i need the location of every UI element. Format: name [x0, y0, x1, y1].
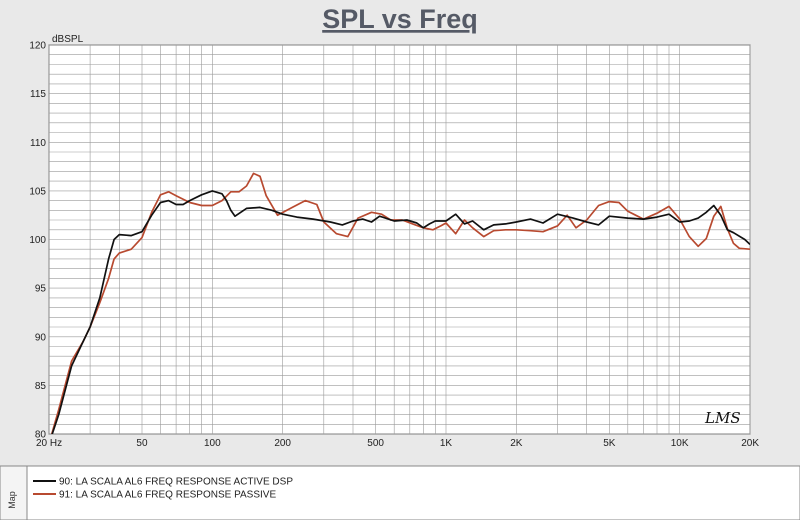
legend-side-tab — [0, 465, 28, 520]
y-axis-ticks: 80 85 90 95 100 105 110 115 120 — [29, 41, 46, 441]
y-tick-label: 95 — [35, 284, 47, 295]
grid — [48, 44, 751, 435]
y-tick-label: 100 — [29, 235, 46, 246]
x-tick-label: 10K — [671, 438, 689, 449]
legend-entry-label: 91: LA SCALA AL6 FREQ RESPONSE PASSIVE — [59, 490, 276, 501]
lms-logo: LMS — [704, 409, 741, 427]
x-tick-label: 5K — [603, 438, 616, 449]
x-tick-label: 500 — [367, 438, 384, 449]
x-tick-label: 20K — [741, 438, 759, 449]
chart-title: SPL vs Freq — [322, 4, 478, 34]
series-lines — [50, 172, 750, 434]
y-tick-label: 90 — [35, 332, 47, 343]
x-axis-ticks: 20 Hz 50 100 200 500 1K 2K 5K 10K 20K — [36, 438, 759, 449]
legend: 90: LA SCALA AL6 FREQ RESPONSE ACTIVE DS… — [33, 477, 293, 501]
y-tick-label: 110 — [30, 138, 46, 149]
y-tick-label: 120 — [29, 41, 46, 52]
x-tick-label: 1K — [440, 438, 453, 449]
x-tick-label: 20 Hz — [36, 438, 62, 449]
x-tick-label: 100 — [204, 438, 221, 449]
x-tick-label: 2K — [510, 438, 523, 449]
series-line-1 — [51, 190, 750, 434]
y-axis-label: dBSPL — [52, 34, 84, 45]
y-tick-label: 115 — [30, 89, 46, 100]
legend-entry-label: 90: LA SCALA AL6 FREQ RESPONSE ACTIVE DS… — [59, 477, 293, 488]
side-map-label: Map — [7, 491, 17, 509]
x-tick-label: 50 — [136, 438, 148, 449]
y-tick-label: 80 — [35, 430, 47, 441]
x-tick-label: 200 — [274, 438, 291, 449]
y-tick-label: 85 — [35, 381, 47, 392]
y-tick-label: 105 — [29, 186, 46, 197]
